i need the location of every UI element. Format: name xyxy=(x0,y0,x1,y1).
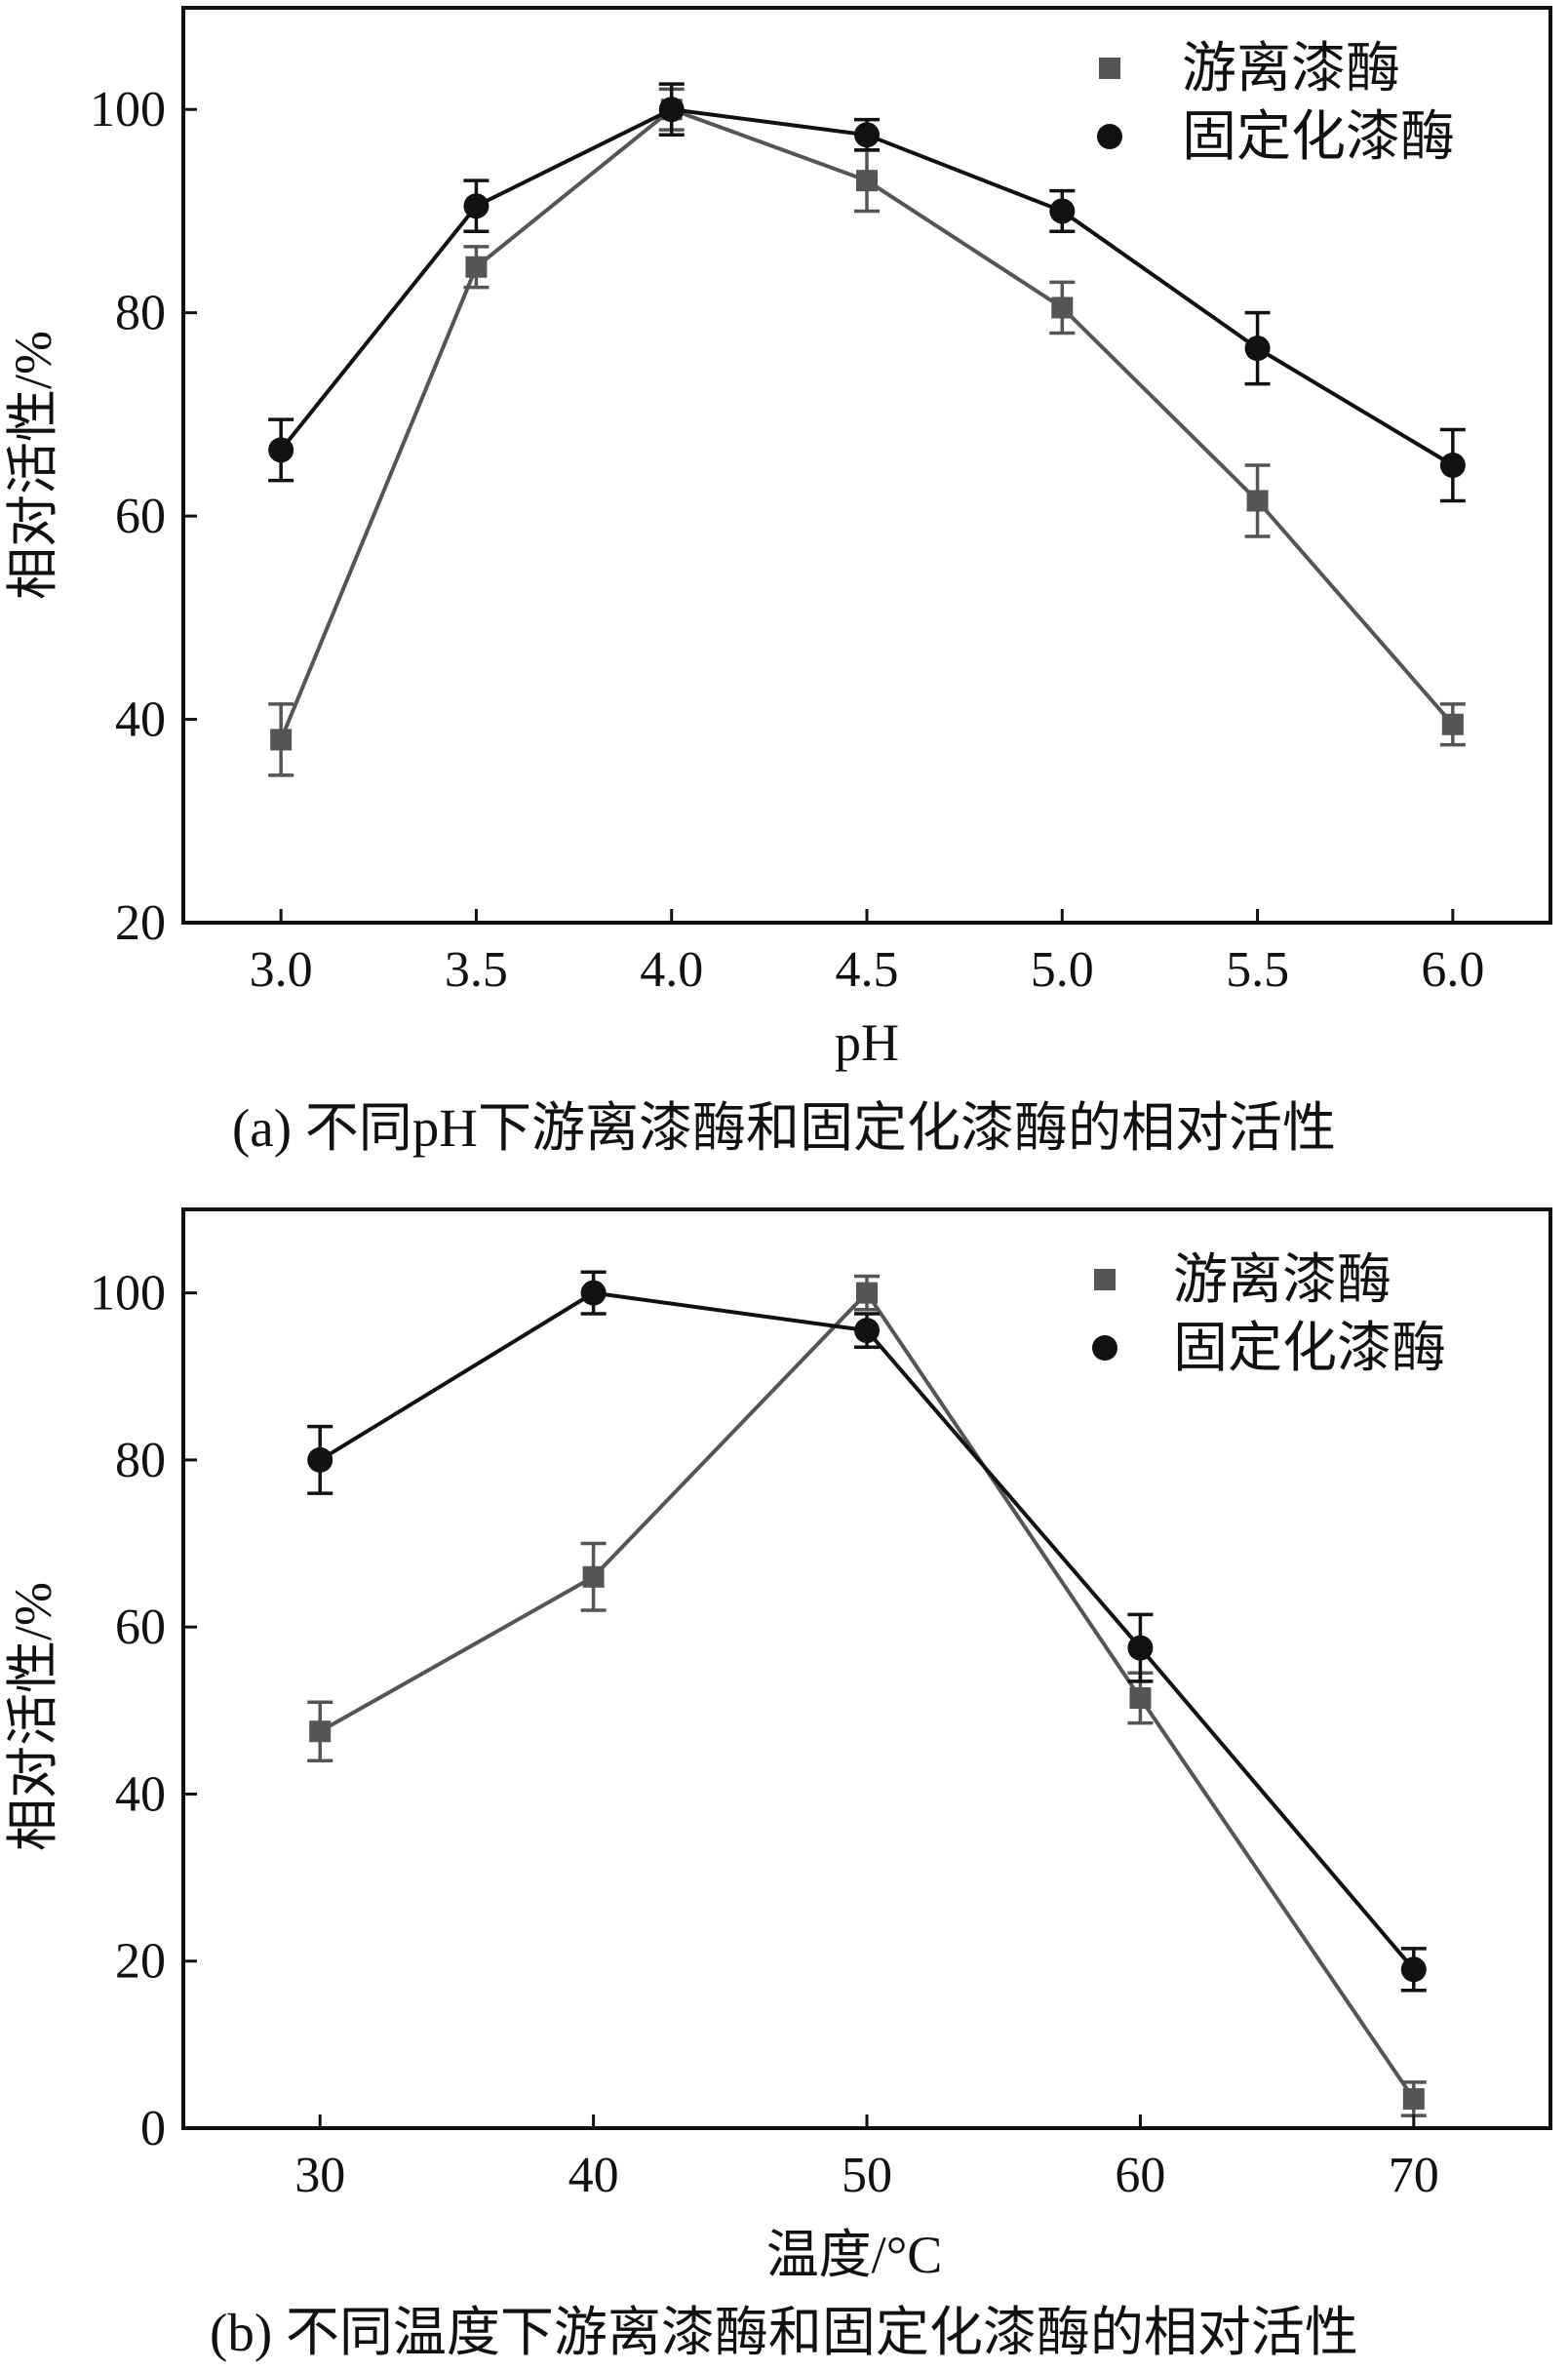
data-point-circle-b xyxy=(307,1446,333,1473)
data-point-circle-a xyxy=(463,193,490,219)
chart-panel-a: 3.0 3.5 4.0 4.5 5.0 5.5 6.0 20 40 60 80 100 游离漆酶固定化… xyxy=(4,6,1552,1158)
x-tick-label-a: 5.5 xyxy=(1226,942,1289,998)
x-tick-label-a: 6.0 xyxy=(1421,942,1484,998)
data-point-circle-b xyxy=(580,1280,607,1306)
data-point-circle-a xyxy=(658,97,685,123)
y-tick-label-a: 40 xyxy=(115,692,166,748)
x-tick-label-b: 70 xyxy=(1389,2148,1439,2203)
data-point-circle-a xyxy=(1439,453,1466,478)
y-tick-label-b: 0 xyxy=(140,2101,166,2156)
data-point-square-b xyxy=(1402,2088,1425,2111)
data-point-circle-b xyxy=(1127,1635,1154,1661)
x-tick-label-b: 60 xyxy=(1115,2148,1165,2203)
legend-marker-square-b xyxy=(1094,1269,1116,1290)
data-point-circle-a xyxy=(268,437,294,463)
caption-a: (a) 不同pH下游离漆酶和固定化漆酶的相对活性 xyxy=(232,1098,1336,1158)
y-axis-title-b: 相对活性/% xyxy=(4,1582,62,1851)
y-tick-label-a: 100 xyxy=(90,82,166,138)
y-tick-label-b: 40 xyxy=(115,1766,166,1822)
series-layer-b xyxy=(307,1270,1427,2117)
data-point-square-a xyxy=(465,256,488,278)
legend-marker-circle-a xyxy=(1097,124,1122,149)
x-axis-title-b: 温度/°C xyxy=(766,2226,943,2284)
y-tick-label-b: 20 xyxy=(115,1934,166,1990)
data-point-square-a xyxy=(1246,490,1269,512)
legend-marker-circle-b xyxy=(1092,1335,1117,1361)
y-tick-label-b: 80 xyxy=(115,1433,166,1488)
x-tick-label-a: 3.0 xyxy=(250,942,313,998)
data-point-square-a xyxy=(1051,296,1074,319)
x-tick-label-a: 3.5 xyxy=(445,942,508,998)
x-tick-label-a: 5.0 xyxy=(1031,942,1094,998)
data-point-square-b xyxy=(582,1565,605,1588)
legend-label-b: 游离漆酶 xyxy=(1173,1248,1392,1312)
data-point-square-b xyxy=(856,1282,878,1304)
legend-marker-square-a xyxy=(1099,58,1120,79)
data-point-square-a xyxy=(856,170,878,192)
y-axis-title-a: 相对活性/% xyxy=(4,331,62,600)
data-point-circle-a xyxy=(854,122,880,148)
y-tick-label-b: 60 xyxy=(115,1600,166,1655)
data-point-circle-b xyxy=(1400,1956,1427,1983)
x-tick-label-b: 50 xyxy=(842,2148,892,2203)
x-tick-label-b: 40 xyxy=(568,2148,619,2203)
data-point-circle-a xyxy=(1049,198,1076,224)
data-point-circle-b xyxy=(854,1318,880,1344)
legend-label-b: 固定化漆酶 xyxy=(1173,1317,1446,1380)
x-tick-label-a: 4.0 xyxy=(640,942,703,998)
series-line-b-immobilized xyxy=(319,1290,1416,1971)
data-point-square-a xyxy=(270,729,293,751)
tick-layer-b: 30 40 50 60 70 0 20 40 60 80 100 xyxy=(90,1266,1439,2203)
data-point-square-b xyxy=(309,1720,332,1743)
series-line-b-free xyxy=(319,1289,1416,2101)
y-tick-label-b: 100 xyxy=(90,1266,166,1322)
series-layer-a xyxy=(268,82,1466,777)
legend-label-a: 游离漆酶 xyxy=(1182,37,1400,100)
data-point-circle-a xyxy=(1244,336,1271,362)
x-tick-label-a: 4.5 xyxy=(836,942,899,998)
caption-b: (b) 不同温度下游离漆酶和固定化漆酶的相对活性 xyxy=(210,2303,1358,2362)
x-tick-label-b: 30 xyxy=(294,2148,345,2203)
y-tick-label-a: 20 xyxy=(115,895,166,951)
legend-label-a: 固定化漆酶 xyxy=(1182,105,1455,169)
x-axis-title-a: pH xyxy=(835,1013,899,1072)
y-tick-label-a: 80 xyxy=(115,286,166,341)
y-tick-label-a: 60 xyxy=(115,489,166,544)
data-point-square-b xyxy=(1129,1686,1152,1709)
data-point-square-a xyxy=(1441,713,1464,735)
tick-layer-a: 3.0 3.5 4.0 4.5 5.0 5.5 6.0 20 40 60 80 100 xyxy=(90,82,1484,998)
